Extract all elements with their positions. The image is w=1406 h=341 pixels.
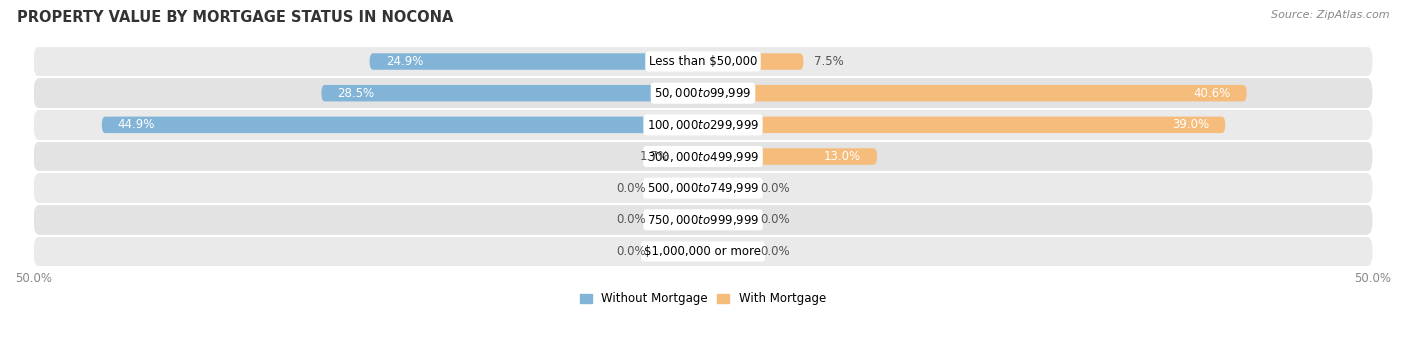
- FancyBboxPatch shape: [703, 180, 749, 196]
- FancyBboxPatch shape: [34, 46, 1372, 77]
- Text: $1,000,000 or more: $1,000,000 or more: [644, 245, 762, 258]
- Text: 44.9%: 44.9%: [118, 118, 155, 131]
- FancyBboxPatch shape: [34, 236, 1372, 267]
- FancyBboxPatch shape: [703, 243, 749, 260]
- FancyBboxPatch shape: [34, 141, 1372, 172]
- Text: Less than $50,000: Less than $50,000: [648, 55, 758, 68]
- Text: $50,000 to $99,999: $50,000 to $99,999: [654, 86, 752, 100]
- Text: 0.0%: 0.0%: [616, 213, 645, 226]
- FancyBboxPatch shape: [657, 212, 703, 228]
- FancyBboxPatch shape: [681, 148, 703, 165]
- FancyBboxPatch shape: [101, 117, 703, 133]
- FancyBboxPatch shape: [703, 117, 1225, 133]
- Text: 0.0%: 0.0%: [616, 182, 645, 195]
- Text: 24.9%: 24.9%: [385, 55, 423, 68]
- FancyBboxPatch shape: [322, 85, 703, 101]
- Text: 1.7%: 1.7%: [640, 150, 669, 163]
- Text: Source: ZipAtlas.com: Source: ZipAtlas.com: [1271, 10, 1389, 20]
- FancyBboxPatch shape: [657, 243, 703, 260]
- Text: $100,000 to $299,999: $100,000 to $299,999: [647, 118, 759, 132]
- FancyBboxPatch shape: [657, 180, 703, 196]
- Text: $300,000 to $499,999: $300,000 to $499,999: [647, 149, 759, 163]
- FancyBboxPatch shape: [703, 148, 877, 165]
- Text: 39.0%: 39.0%: [1173, 118, 1209, 131]
- Text: 40.6%: 40.6%: [1194, 87, 1230, 100]
- Text: 0.0%: 0.0%: [761, 245, 790, 258]
- FancyBboxPatch shape: [34, 78, 1372, 108]
- FancyBboxPatch shape: [34, 173, 1372, 203]
- Text: $750,000 to $999,999: $750,000 to $999,999: [647, 213, 759, 227]
- Text: 0.0%: 0.0%: [761, 213, 790, 226]
- Text: 13.0%: 13.0%: [824, 150, 860, 163]
- Text: 0.0%: 0.0%: [616, 245, 645, 258]
- FancyBboxPatch shape: [34, 110, 1372, 140]
- FancyBboxPatch shape: [34, 205, 1372, 235]
- Text: 0.0%: 0.0%: [761, 182, 790, 195]
- FancyBboxPatch shape: [703, 212, 749, 228]
- FancyBboxPatch shape: [370, 53, 703, 70]
- Text: 28.5%: 28.5%: [337, 87, 374, 100]
- Legend: Without Mortgage, With Mortgage: Without Mortgage, With Mortgage: [575, 288, 831, 310]
- FancyBboxPatch shape: [703, 53, 803, 70]
- Text: $500,000 to $749,999: $500,000 to $749,999: [647, 181, 759, 195]
- Text: PROPERTY VALUE BY MORTGAGE STATUS IN NOCONA: PROPERTY VALUE BY MORTGAGE STATUS IN NOC…: [17, 10, 453, 25]
- FancyBboxPatch shape: [703, 85, 1247, 101]
- Text: 7.5%: 7.5%: [814, 55, 844, 68]
